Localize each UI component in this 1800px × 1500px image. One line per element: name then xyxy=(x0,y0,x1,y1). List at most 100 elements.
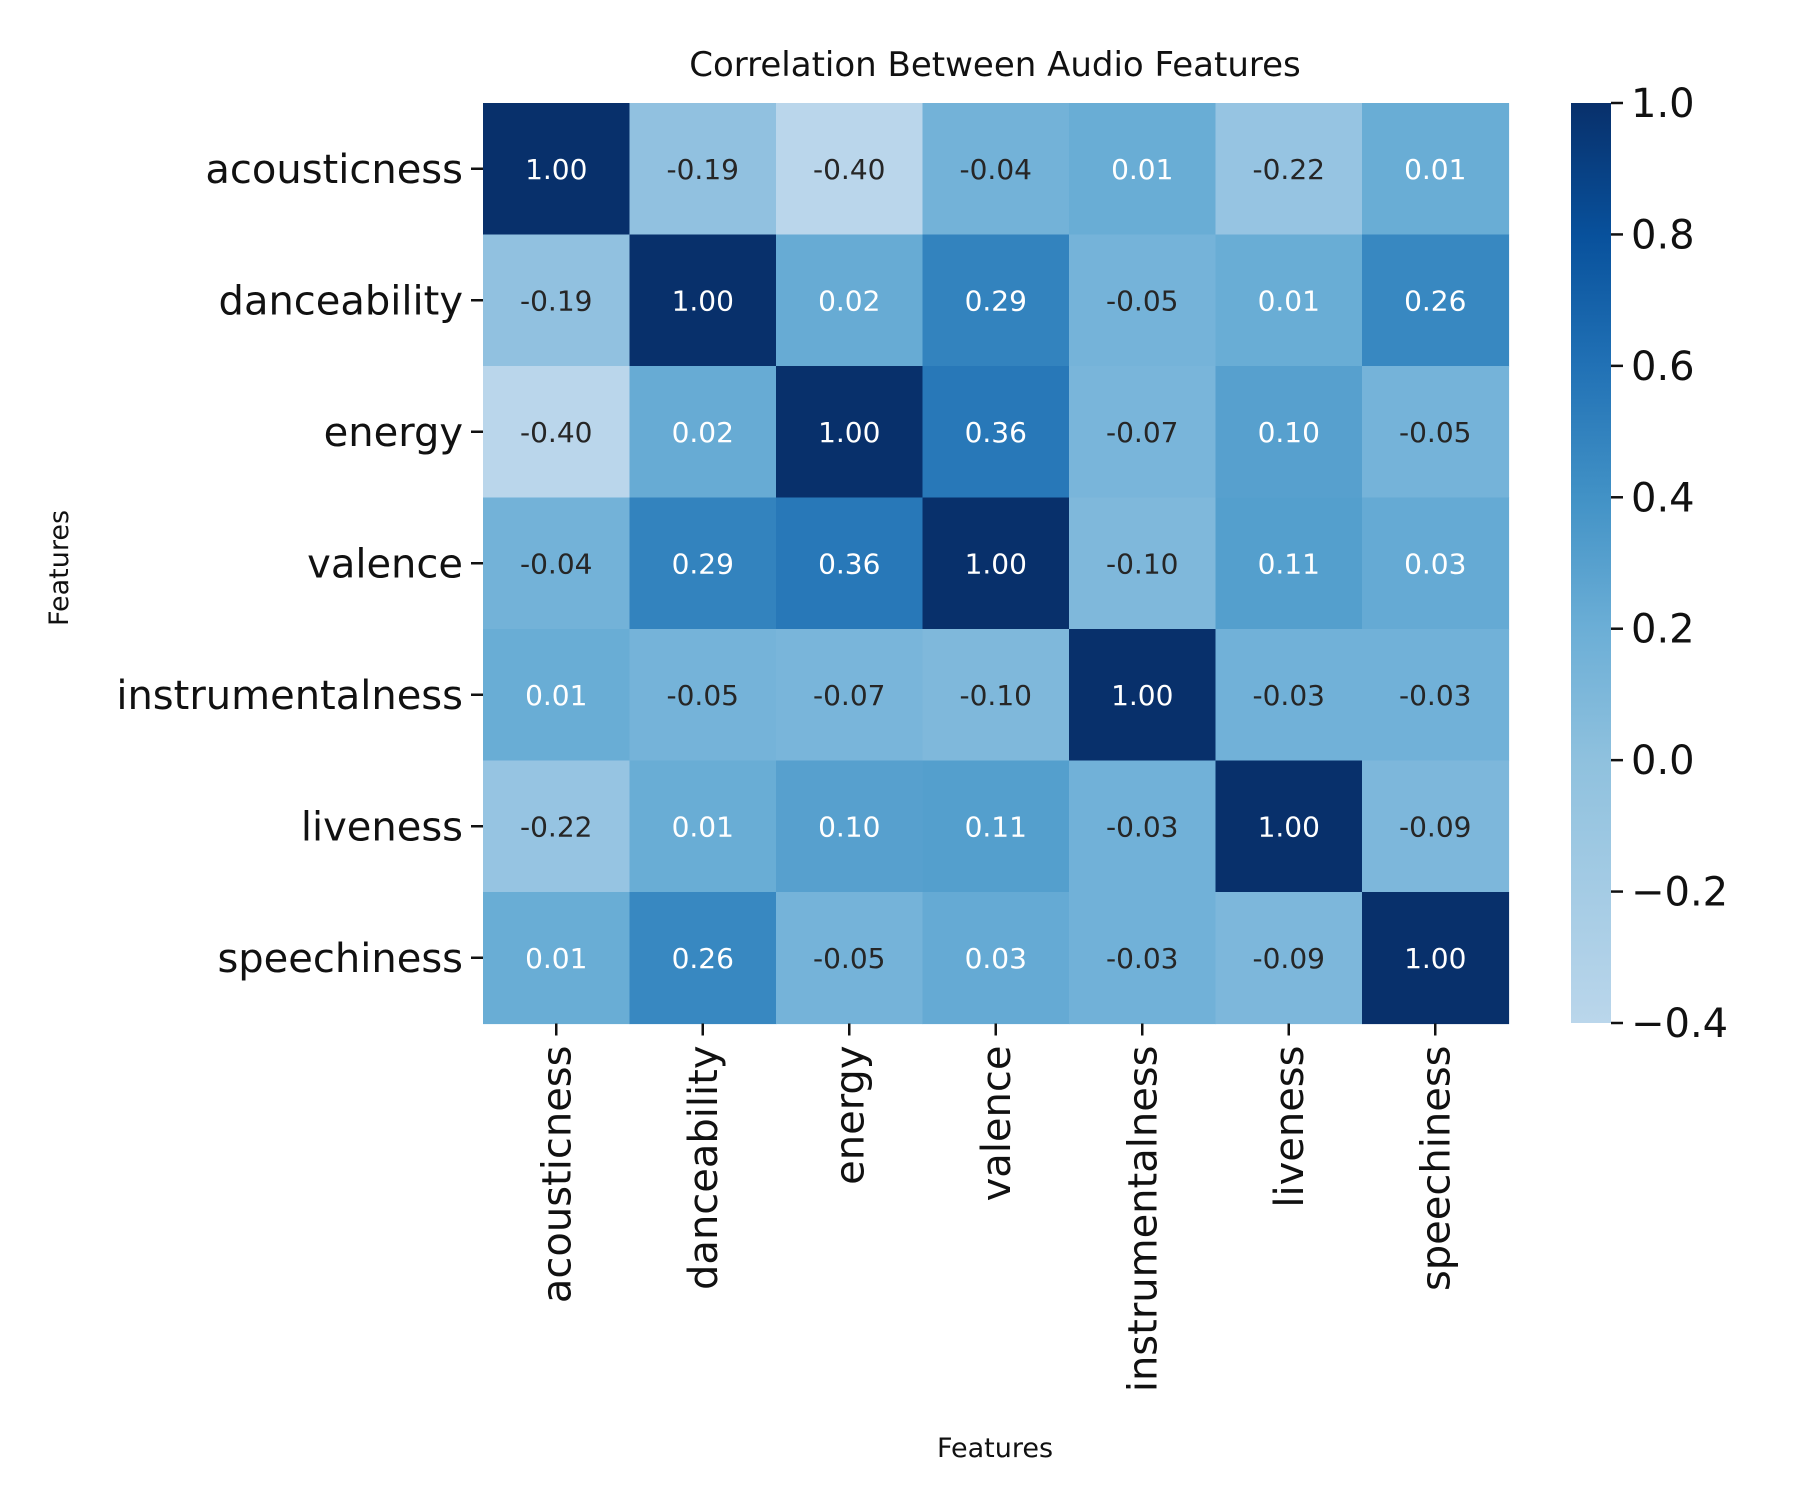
colorbar-tick-label: 0.0 xyxy=(1631,738,1695,784)
cell-value-label: 0.10 xyxy=(818,810,880,843)
heatmap-cell-speechiness-instrumentalness xyxy=(1069,892,1217,1025)
heatmap-cell-speechiness-liveness xyxy=(1215,892,1363,1025)
colorbar-tick-label: 0.2 xyxy=(1631,607,1695,653)
heatmap-cell-acousticness-speechiness xyxy=(1362,103,1510,236)
y-axis-tick-labels: acousticness danceability energy valence ins… xyxy=(116,147,483,982)
heatmap-cell-danceability-speechiness xyxy=(1362,234,1510,367)
heatmap-cell-liveness-speechiness xyxy=(1362,760,1510,893)
heatmap-cell-valence-danceability xyxy=(629,497,777,630)
cell-value-label: -0.03 xyxy=(1106,942,1178,975)
heatmap-cell-liveness-valence xyxy=(922,760,1070,893)
cell-value-label: 0.26 xyxy=(1404,284,1466,317)
cell-value-label: 1.00 xyxy=(1258,810,1320,843)
x-tick-label-instrumentalness: instrumentalness xyxy=(1120,1046,1166,1393)
cell-value-label: -0.03 xyxy=(1399,679,1471,712)
heatmap-cell-valence-liveness xyxy=(1215,497,1363,630)
cell-value-label: 0.02 xyxy=(672,416,734,449)
cell-value-label: 1.00 xyxy=(1404,942,1466,975)
heatmap-cell-energy-danceability xyxy=(629,366,777,499)
cell-value-label: -0.09 xyxy=(1253,942,1325,975)
cell-value-label: 0.01 xyxy=(672,810,734,843)
heatmap-cell-speechiness-acousticness xyxy=(483,892,631,1025)
heatmap-cell-speechiness-speechiness xyxy=(1362,892,1510,1025)
heatmap-cell-energy-speechiness xyxy=(1362,366,1510,499)
chart-title: Correlation Between Audio Features xyxy=(689,45,1301,85)
cell-value-label: 0.29 xyxy=(965,284,1027,317)
x-axis-title: Features xyxy=(937,1433,1053,1464)
cell-value-label: -0.22 xyxy=(520,810,592,843)
heatmap-cell-liveness-acousticness xyxy=(483,760,631,893)
heatmap-cell-instrumentalness-danceability xyxy=(629,629,777,762)
cell-value-label: -0.19 xyxy=(520,284,592,317)
heatmap-cell-valence-speechiness xyxy=(1362,497,1510,630)
cell-value-label: 1.00 xyxy=(818,416,880,449)
heatmap-cell-valence-valence xyxy=(922,497,1070,630)
colorbar-tick-label: −0.4 xyxy=(1631,1001,1728,1047)
x-tick-label-acousticness: acousticness xyxy=(534,1046,580,1304)
cell-value-label: -0.07 xyxy=(1106,416,1178,449)
cell-value-label: -0.05 xyxy=(1399,416,1471,449)
x-tick-label-valence: valence xyxy=(974,1046,1020,1202)
y-tick-label-energy: energy xyxy=(324,410,463,456)
heatmap-cell-danceability-liveness xyxy=(1215,234,1363,367)
cell-value-label: -0.05 xyxy=(1106,284,1178,317)
cell-value-label: 0.10 xyxy=(1258,416,1320,449)
heatmap-cell-acousticness-energy xyxy=(776,103,924,236)
heatmap-cell-liveness-danceability xyxy=(629,760,777,893)
heatmap-cell-acousticness-acousticness xyxy=(483,103,631,236)
x-tick-label-danceability: danceability xyxy=(681,1046,727,1290)
heatmap-cell-liveness-instrumentalness xyxy=(1069,760,1217,893)
cell-value-label: 0.03 xyxy=(1404,547,1466,580)
cell-value-label: 1.00 xyxy=(1111,679,1173,712)
cell-value-label: -0.04 xyxy=(960,153,1032,186)
heatmap-cell-instrumentalness-valence xyxy=(922,629,1070,762)
heatmap-cell-instrumentalness-liveness xyxy=(1215,629,1363,762)
heatmap-cell-acousticness-instrumentalness xyxy=(1069,103,1217,236)
cell-value-label: 0.11 xyxy=(965,810,1027,843)
heatmap-cell-energy-instrumentalness xyxy=(1069,366,1217,499)
cell-value-label: 0.36 xyxy=(965,416,1027,449)
colorbar: 1.0 0.8 0.6 0.4 0.2 0.0 −0.2 −0.4 xyxy=(1571,81,1728,1047)
cell-value-label: -0.09 xyxy=(1399,810,1471,843)
cell-value-label: 0.26 xyxy=(672,942,734,975)
y-axis-title: Features xyxy=(44,510,75,626)
y-tick-label-instrumentalness: instrumentalness xyxy=(116,673,463,719)
y-tick-label-acousticness: acousticness xyxy=(205,147,463,193)
cell-value-label: -0.19 xyxy=(667,153,739,186)
cell-value-label: -0.05 xyxy=(667,679,739,712)
cell-value-label: 1.00 xyxy=(672,284,734,317)
cell-value-label: 0.01 xyxy=(1258,284,1320,317)
heatmap-cell-speechiness-valence xyxy=(922,892,1070,1025)
cell-value-label: 0.01 xyxy=(1404,153,1466,186)
cell-value-label: 0.02 xyxy=(818,284,880,317)
cell-value-label: 0.01 xyxy=(525,679,587,712)
y-tick-label-liveness: liveness xyxy=(301,804,463,850)
heatmap-cell-danceability-instrumentalness xyxy=(1069,234,1217,367)
x-axis-tick-labels: acousticness danceability energy valence ins… xyxy=(534,1023,1459,1393)
colorbar-tick-label: 0.4 xyxy=(1631,475,1695,521)
colorbar-tick-label: 0.6 xyxy=(1631,344,1695,390)
cell-value-label: -0.22 xyxy=(1253,153,1325,186)
heatmap-cell-valence-energy xyxy=(776,497,924,630)
heatmap-cell-acousticness-valence xyxy=(922,103,1070,236)
cell-value-label: -0.05 xyxy=(813,942,885,975)
cell-value-label: 1.00 xyxy=(965,547,1027,580)
colorbar-tick-label: 1.0 xyxy=(1631,81,1695,127)
heatmap-cell-instrumentalness-instrumentalness xyxy=(1069,629,1217,762)
cell-value-label: 0.03 xyxy=(965,942,1027,975)
heatmap-cell-energy-valence xyxy=(922,366,1070,499)
cell-value-label: -0.10 xyxy=(960,679,1032,712)
heatmap-cell-instrumentalness-speechiness xyxy=(1362,629,1510,762)
heatmap-cell-valence-acousticness xyxy=(483,497,631,630)
heatmap-cell-acousticness-danceability xyxy=(629,103,777,236)
heatmap-cell-speechiness-energy xyxy=(776,892,924,1025)
cell-value-label: 0.01 xyxy=(1111,153,1173,186)
heatmap-cell-energy-acousticness xyxy=(483,366,631,499)
heatmap-cell-energy-liveness xyxy=(1215,366,1363,499)
heatmap-cell-liveness-liveness xyxy=(1215,760,1363,893)
heatmap-cell-energy-energy xyxy=(776,366,924,499)
heatmap-cell-danceability-acousticness xyxy=(483,234,631,367)
heatmap-cell-instrumentalness-energy xyxy=(776,629,924,762)
heatmap-cell-speechiness-danceability xyxy=(629,892,777,1025)
